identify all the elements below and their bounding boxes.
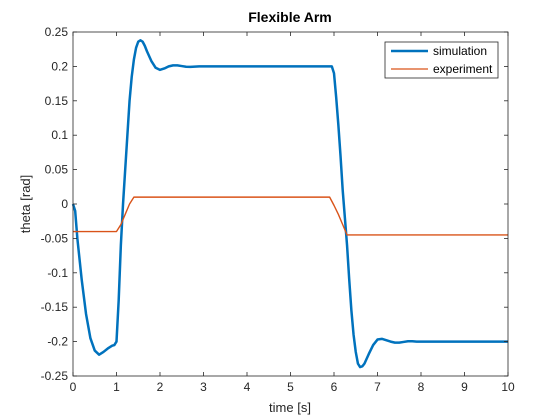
x-tick-label: 6	[331, 380, 338, 394]
x-tick-label: 1	[113, 380, 120, 394]
y-tick-label: -0.1	[47, 266, 68, 280]
x-tick-label: 8	[418, 380, 425, 394]
y-tick-label: -0.2	[47, 335, 68, 349]
ticks-layer: 0 1 2 3 4 5 6 7 8 9 10 -0.25 -0.2 -0.15 -0.1 -0.05 0 0.05…	[41, 25, 515, 394]
x-axis-label: time [s]	[269, 400, 311, 415]
y-axis-label: theta [rad]	[18, 175, 33, 234]
y-tick-label: 0.1	[51, 128, 68, 142]
y-tick-label: -0.25	[41, 369, 69, 383]
y-tick-label: 0.05	[45, 163, 69, 177]
x-tick-label: 7	[374, 380, 381, 394]
legend: simulation experiment	[384, 41, 499, 79]
series-line-experiment	[73, 196, 508, 236]
y-tick-label: -0.05	[41, 231, 69, 245]
legend-label-simulation: simulation	[433, 44, 487, 58]
series-layer	[71, 39, 508, 369]
x-tick-label: 4	[244, 380, 251, 394]
chart-title: Flexible Arm	[248, 9, 332, 25]
y-tick-label: 0.15	[45, 94, 69, 108]
x-tick-label: 3	[200, 380, 207, 394]
y-tick-label: 0	[61, 197, 68, 211]
x-tick-label: 10	[501, 380, 515, 394]
series-line-simulation	[71, 39, 508, 369]
y-tick-label: 0.2	[51, 59, 68, 73]
legend-box	[384, 41, 499, 79]
x-tick-label: 9	[461, 380, 468, 394]
plot-box	[72, 31, 509, 377]
legend-label-experiment: experiment	[433, 62, 493, 76]
y-tick-label: -0.15	[41, 300, 69, 314]
plot-area	[73, 32, 508, 376]
x-tick-label: 0	[70, 380, 77, 394]
y-tick-label: 0.25	[45, 25, 69, 39]
x-tick-label: 2	[157, 380, 164, 394]
x-tick-label: 5	[287, 380, 294, 394]
